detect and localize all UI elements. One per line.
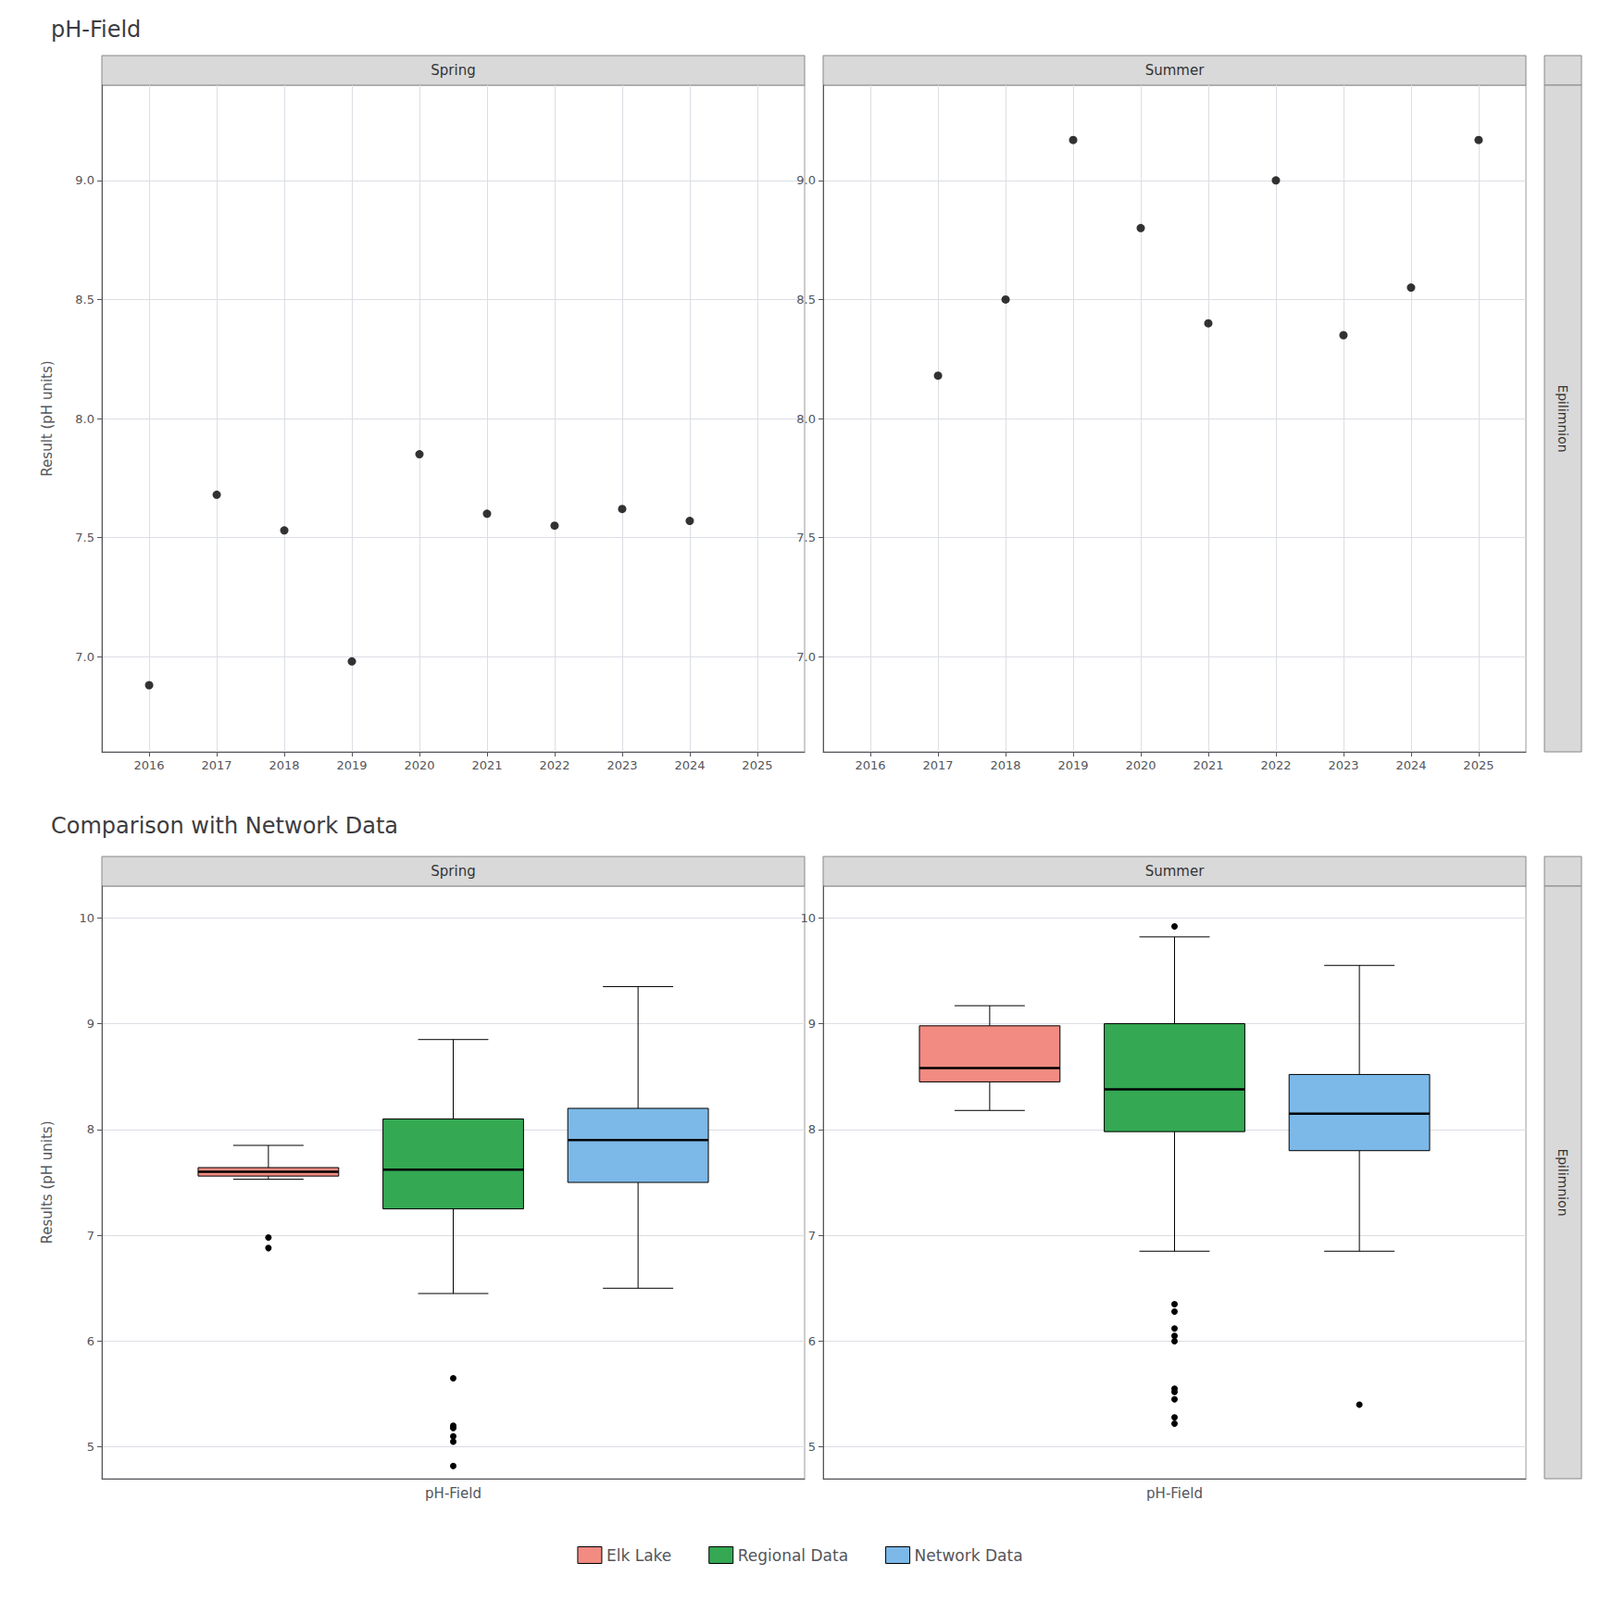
svg-text:10: 10: [800, 911, 816, 925]
svg-text:2024: 2024: [674, 758, 705, 773]
svg-text:8: 8: [87, 1122, 95, 1137]
svg-text:8.5: 8.5: [796, 292, 816, 307]
svg-text:7.0: 7.0: [75, 650, 95, 664]
svg-text:2025: 2025: [741, 758, 773, 773]
svg-text:2018: 2018: [269, 758, 300, 773]
svg-text:2019: 2019: [336, 758, 367, 773]
svg-text:2021: 2021: [1192, 758, 1224, 773]
svg-text:9: 9: [808, 1016, 816, 1031]
svg-text:2022: 2022: [538, 758, 570, 773]
svg-text:7: 7: [808, 1228, 816, 1243]
svg-text:8.0: 8.0: [796, 412, 816, 426]
svg-text:Result (pH units): Result (pH units): [38, 360, 56, 476]
svg-text:6: 6: [87, 1334, 95, 1349]
svg-text:Comparison with Network Data: Comparison with Network Data: [50, 812, 399, 839]
svg-text:2025: 2025: [1462, 758, 1494, 773]
svg-text:5: 5: [87, 1439, 95, 1454]
svg-text:2016: 2016: [134, 758, 165, 773]
svg-text:6: 6: [808, 1334, 816, 1349]
svg-text:2017: 2017: [923, 758, 954, 773]
svg-text:Network Data: Network Data: [914, 1546, 1024, 1565]
svg-text:7.5: 7.5: [75, 530, 95, 545]
svg-text:9: 9: [87, 1016, 95, 1031]
svg-text:pH-Field: pH-Field: [1146, 1485, 1203, 1502]
svg-text:Summer: Summer: [1145, 62, 1205, 79]
svg-text:Epilimnion: Epilimnion: [1555, 384, 1571, 452]
svg-text:2018: 2018: [990, 758, 1022, 773]
svg-text:7: 7: [87, 1228, 95, 1243]
svg-text:Regional Data: Regional Data: [737, 1546, 849, 1565]
svg-text:Epilimnion: Epilimnion: [1555, 1148, 1571, 1216]
svg-text:10: 10: [78, 911, 95, 925]
svg-text:pH-Field: pH-Field: [425, 1485, 482, 1502]
svg-text:2022: 2022: [1260, 758, 1291, 773]
svg-text:Spring: Spring: [430, 62, 475, 79]
svg-text:2019: 2019: [1057, 758, 1088, 773]
svg-text:Spring: Spring: [430, 862, 475, 880]
svg-text:2017: 2017: [201, 758, 233, 773]
svg-text:2021: 2021: [471, 758, 502, 773]
svg-text:5: 5: [808, 1439, 816, 1454]
svg-text:2024: 2024: [1395, 758, 1426, 773]
svg-text:2020: 2020: [1125, 758, 1156, 773]
svg-text:2023: 2023: [1327, 758, 1359, 773]
svg-text:7.0: 7.0: [796, 650, 816, 664]
svg-text:8.5: 8.5: [75, 292, 95, 307]
svg-text:pH-Field: pH-Field: [50, 16, 141, 43]
svg-text:8.0: 8.0: [75, 412, 95, 426]
svg-text:2020: 2020: [403, 758, 435, 773]
svg-text:Elk Lake: Elk Lake: [606, 1546, 672, 1565]
svg-text:9.0: 9.0: [75, 173, 95, 188]
svg-text:Results (pH units): Results (pH units): [38, 1120, 56, 1244]
svg-text:2023: 2023: [606, 758, 638, 773]
svg-text:Summer: Summer: [1145, 862, 1205, 880]
svg-text:2016: 2016: [855, 758, 887, 773]
svg-text:9.0: 9.0: [796, 173, 816, 188]
svg-text:8: 8: [808, 1122, 816, 1137]
svg-text:7.5: 7.5: [796, 530, 816, 545]
